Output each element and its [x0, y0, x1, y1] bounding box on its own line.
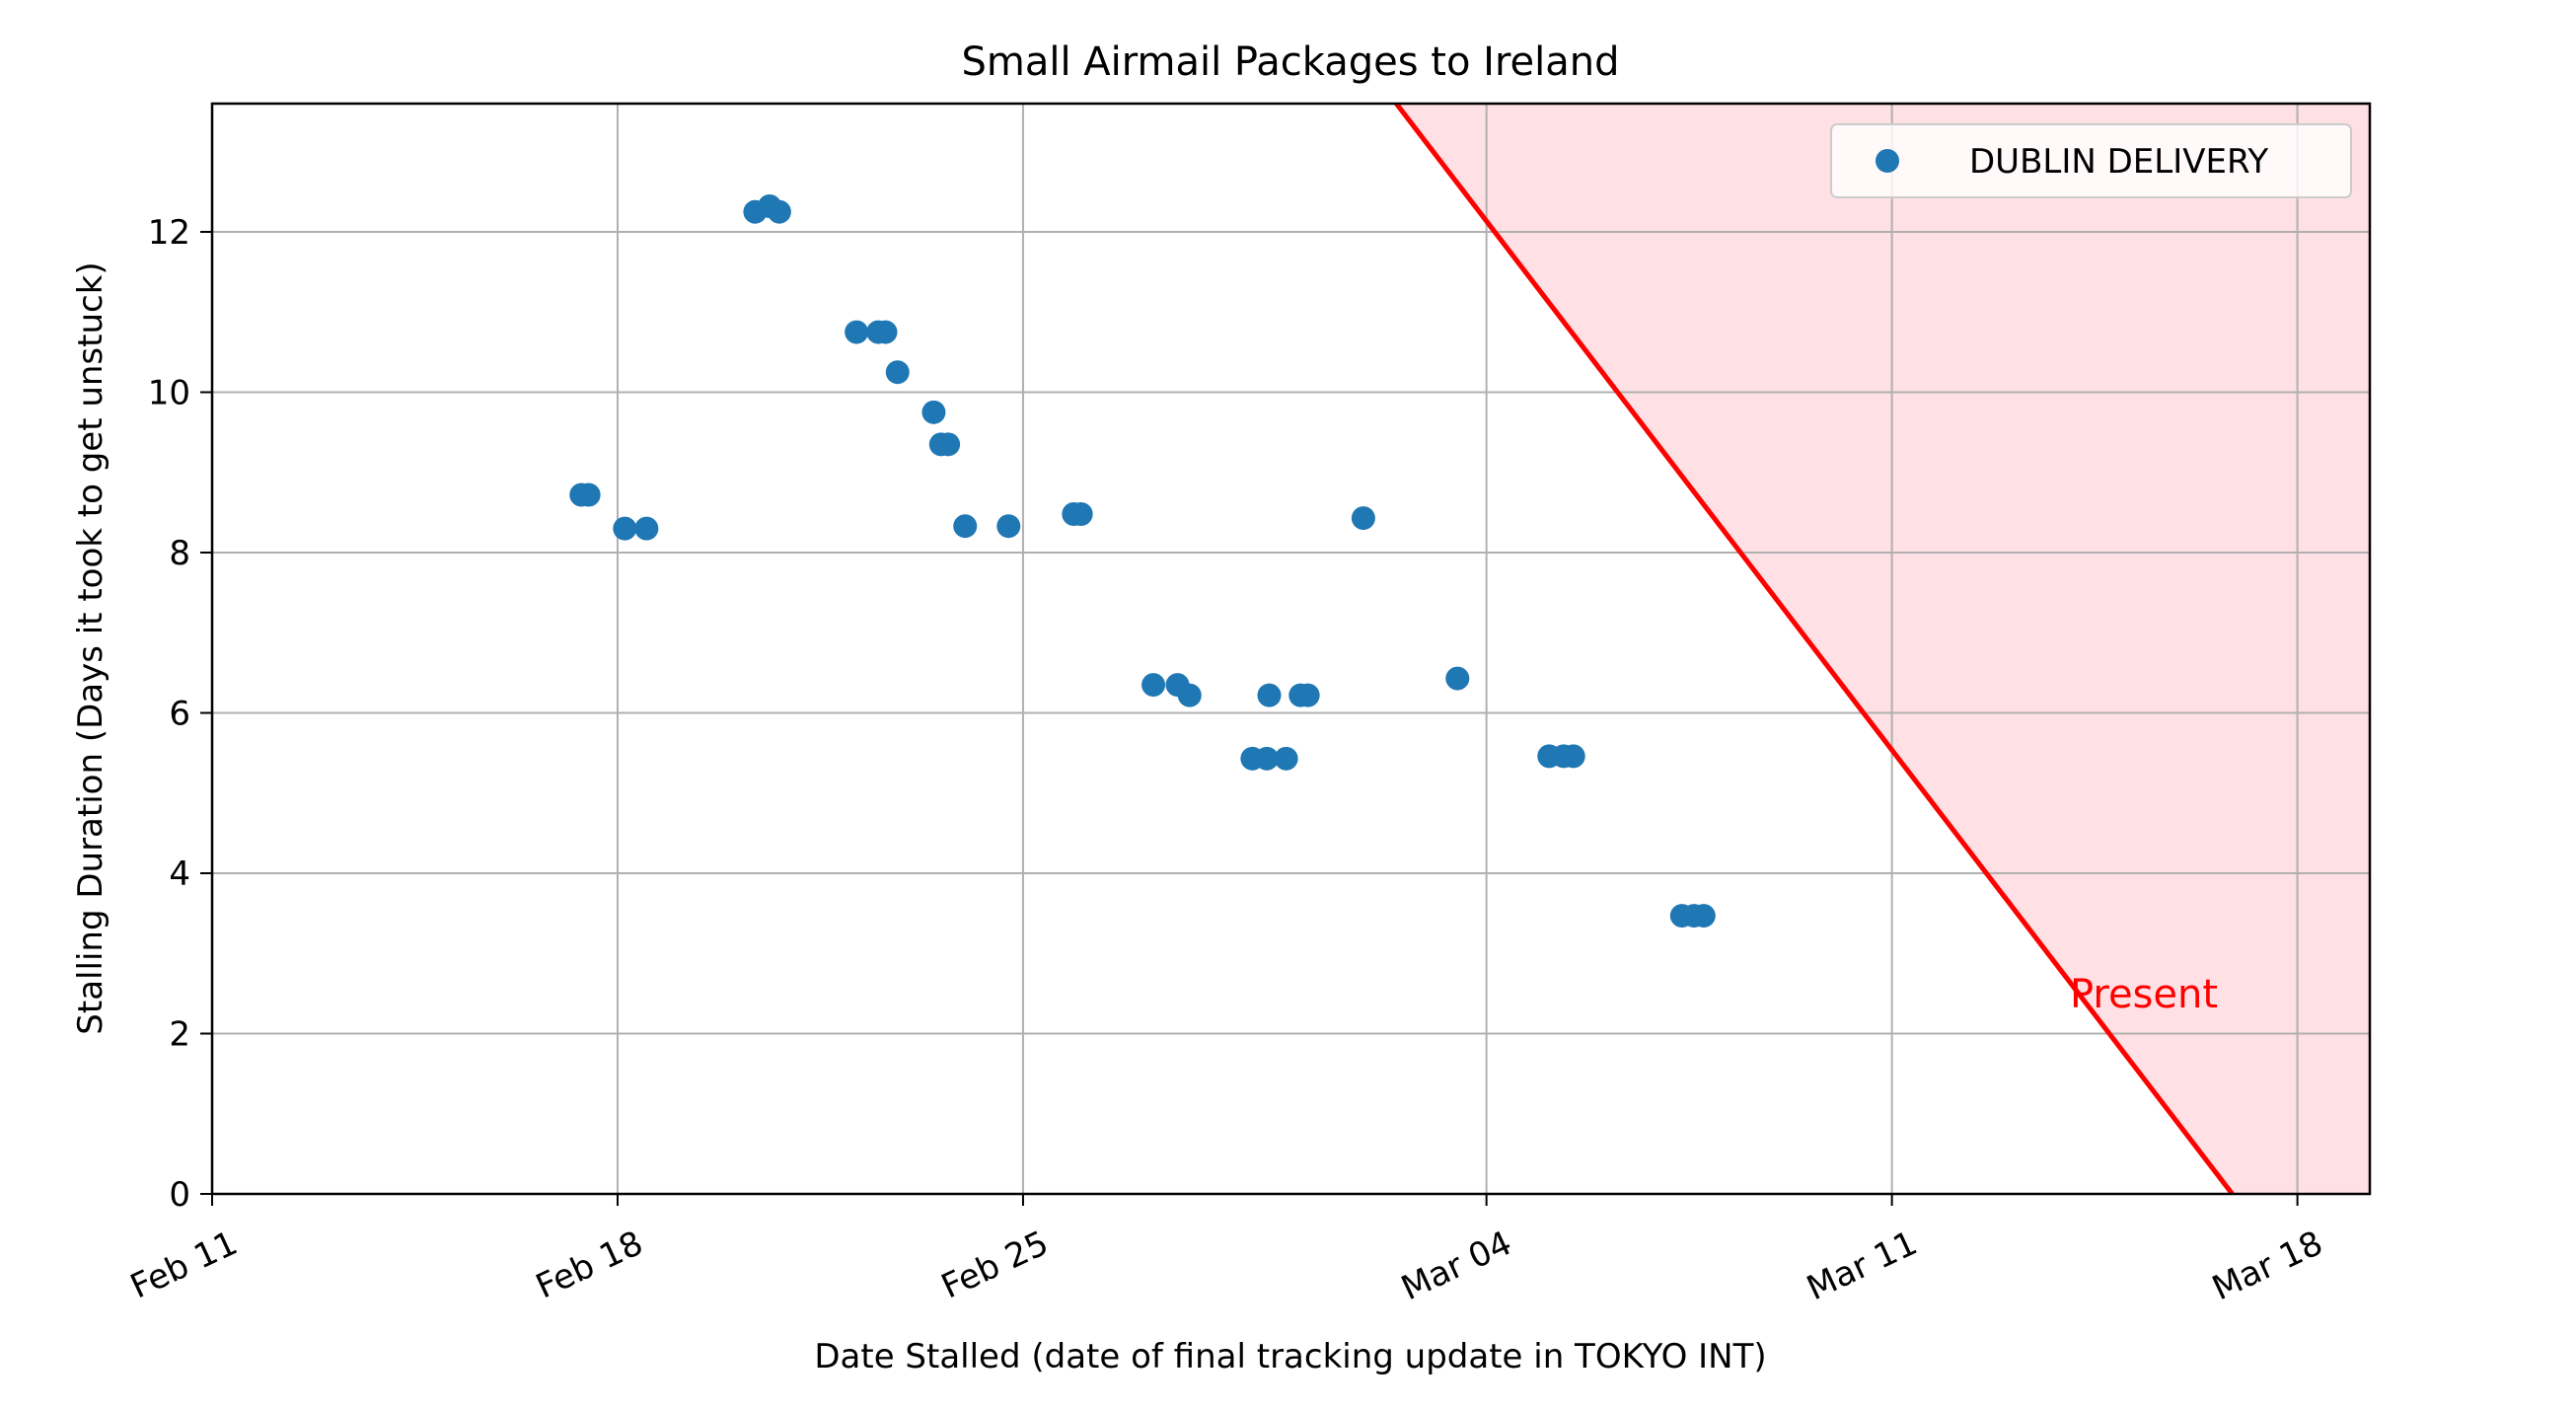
- data-point: [613, 516, 637, 541]
- y-tick-label: 10: [148, 374, 190, 413]
- y-axis-label: Stalling Duration (Days it took to get u…: [71, 261, 110, 1034]
- legend-label: DUBLIN DELIVERY: [1969, 142, 2268, 182]
- data-point: [1561, 744, 1585, 769]
- data-point: [1255, 746, 1280, 771]
- plot-frame: [210, 102, 2372, 1196]
- y-tick-label: 0: [169, 1175, 190, 1215]
- data-point: [1274, 746, 1298, 771]
- data-point: [634, 516, 659, 541]
- y-tick-label: 12: [148, 213, 190, 253]
- data-point: [1445, 666, 1470, 691]
- legend-box: [1830, 123, 2352, 198]
- data-point: [936, 432, 961, 457]
- chart-title: Small Airmail Packages to Ireland: [961, 39, 1619, 85]
- y-tick-label: 8: [169, 534, 190, 573]
- data-point: [1295, 683, 1320, 707]
- present-line: [1394, 104, 2235, 1194]
- data-point: [996, 514, 1021, 539]
- present-shaded-region: [1396, 104, 2370, 1194]
- data-point: [873, 320, 898, 344]
- y-tick-label: 6: [169, 695, 190, 734]
- y-tick-label: 4: [169, 854, 190, 894]
- y-tick-label: 2: [169, 1015, 190, 1055]
- data-point: [576, 483, 601, 507]
- present-label: Present: [2070, 972, 2218, 1017]
- data-point: [1691, 904, 1716, 928]
- data-point: [1257, 683, 1282, 707]
- data-point: [1177, 683, 1202, 707]
- data-point: [921, 400, 946, 424]
- data-point: [845, 320, 869, 344]
- data-point: [885, 360, 910, 385]
- data-point: [1141, 673, 1166, 698]
- data-point: [1068, 502, 1093, 526]
- x-axis-label: Date Stalled (date of final tracking upd…: [814, 1337, 1766, 1376]
- legend-marker: [1876, 149, 1899, 173]
- data-point: [767, 199, 791, 224]
- legend: DUBLIN DELIVERY: [1830, 123, 2352, 198]
- data-point: [1351, 506, 1375, 531]
- data-point: [953, 514, 978, 539]
